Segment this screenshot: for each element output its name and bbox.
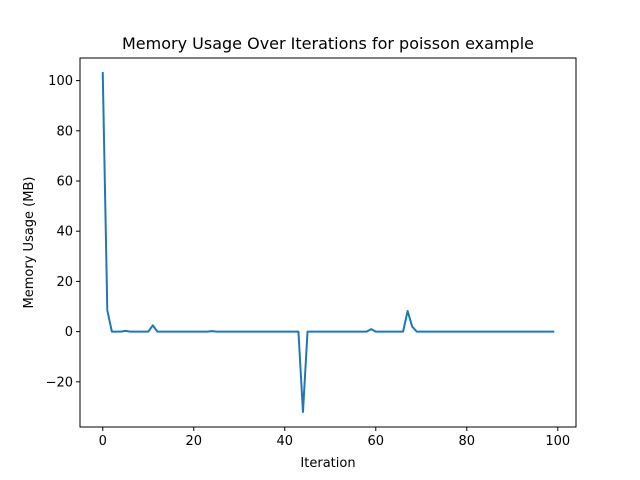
y-tick-label: 100 (48, 74, 73, 89)
y-axis-ticks: −20 0 20 40 60 80 100 (46, 74, 80, 390)
y-tick-label: 0 (65, 325, 73, 340)
x-tick-label: 80 (459, 434, 476, 449)
x-tick-label: 60 (368, 434, 385, 449)
y-tick-label: 40 (56, 225, 73, 240)
x-tick-label: 100 (545, 434, 570, 449)
x-tick-label: 40 (276, 434, 293, 449)
y-tick-label: 20 (56, 275, 73, 290)
series-lines (101, 72, 555, 413)
x-tick-label: 0 (99, 434, 107, 449)
y-tick-label: −20 (46, 375, 73, 390)
y-axis-label: Memory Usage (MB) (22, 177, 37, 309)
y-tick-label: 60 (56, 175, 73, 190)
y-tick-label: 80 (56, 124, 73, 139)
x-tick-label: 20 (185, 434, 202, 449)
x-axis-ticks: 0 20 40 60 80 100 (99, 427, 570, 449)
series-line (101, 72, 555, 413)
plot-area-frame (79, 57, 577, 428)
chart-title: Memory Usage Over Iterations for poisson… (122, 34, 534, 53)
x-axis-label: Iteration (300, 456, 355, 471)
